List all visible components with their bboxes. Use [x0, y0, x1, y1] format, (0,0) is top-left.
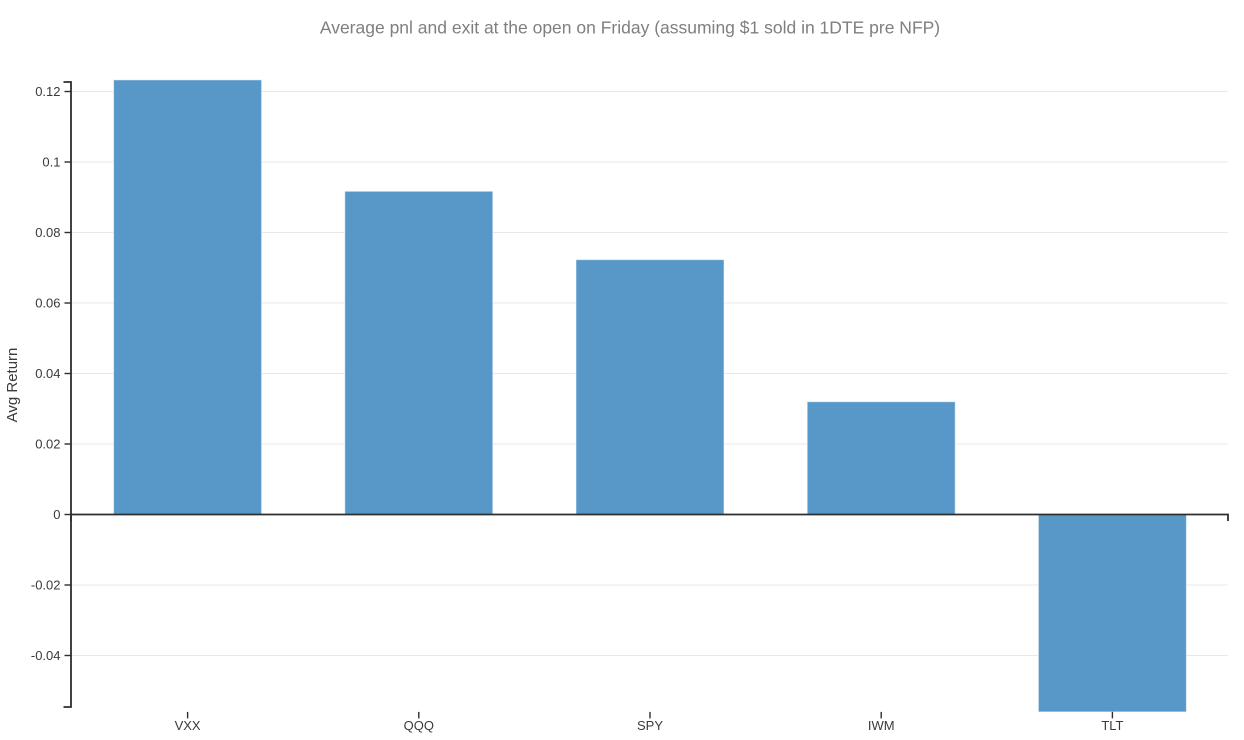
bars — [113, 79, 1187, 713]
bar-vxx — [113, 79, 263, 516]
y-tick-label: 0.08 — [35, 225, 60, 240]
x-axis: VXX QQQ SPY IWM TLT — [175, 711, 1124, 733]
zero-axis-line — [70, 513, 1229, 522]
y-axis: 0.12 0.1 0.08 0.06 0.04 0.02 0 -0.02 -0.04 — [31, 81, 1229, 708]
y-tick-label: 0.04 — [35, 366, 60, 381]
y-tick-label: 0.12 — [35, 84, 60, 99]
x-tick-label-tlt: TLT — [1101, 718, 1123, 733]
x-tick-label-qqq: QQQ — [404, 718, 434, 733]
bar-iwm — [806, 401, 956, 516]
y-axis-title: Avg Return — [4, 348, 21, 423]
y-tick-label: -0.02 — [31, 578, 61, 593]
y-tick-label: 0 — [53, 507, 60, 522]
y-tick-label: 0.06 — [35, 296, 60, 311]
y-tick-label: -0.04 — [31, 648, 61, 663]
x-tick-label-vxx: VXX — [175, 718, 201, 733]
bar-spy — [575, 259, 725, 516]
y-tick-label: 0.02 — [35, 437, 60, 452]
y-axis-line — [63, 81, 72, 708]
bar-qqq — [344, 190, 494, 516]
bar-tlt — [1037, 514, 1187, 713]
y-tick-label: 0.1 — [42, 155, 60, 170]
x-tick-label-iwm: IWM — [868, 718, 895, 733]
x-tick-label-spy: SPY — [637, 718, 663, 733]
chart-title: Average pnl and exit at the open on Frid… — [320, 18, 940, 38]
